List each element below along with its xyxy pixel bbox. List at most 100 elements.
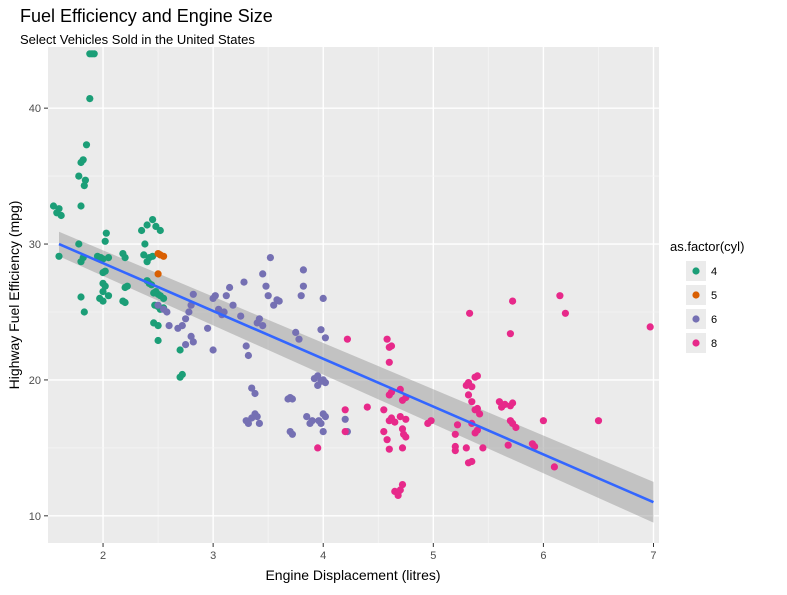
data-point-cyl-6	[299, 266, 307, 274]
trend-line	[58, 242, 655, 504]
data-point-cyl-6	[255, 315, 263, 323]
data-point-cyl-5	[160, 252, 168, 260]
data-point-cyl-6	[299, 282, 307, 290]
data-point-cyl-8	[402, 415, 410, 423]
data-point-cyl-4	[99, 279, 107, 287]
data-point-cyl-8	[398, 444, 407, 452]
data-point-cyl-4	[77, 293, 85, 301]
y-tick-label: 30	[29, 239, 41, 251]
data-point-cyl-6	[288, 430, 296, 438]
data-point-cyl-4	[86, 95, 94, 103]
y-tick-label: 10	[29, 511, 41, 523]
legend-marker-8	[692, 339, 700, 347]
x-tick-label: 3	[210, 550, 216, 562]
data-point-cyl-6	[266, 254, 274, 262]
data-point-cyl-4	[176, 346, 184, 354]
data-point-cyl-6	[321, 379, 329, 387]
data-point-cyl-6	[253, 413, 261, 421]
data-point-cyl-6	[178, 322, 186, 330]
data-point-cyl-4	[90, 50, 98, 58]
data-point-cyl-4	[138, 226, 146, 235]
data-point-cyl-4	[82, 141, 91, 149]
data-point-cyl-6	[182, 341, 190, 349]
data-point-cyl-4	[121, 254, 129, 262]
data-point-cyl-6	[259, 322, 267, 330]
data-point-cyl-6	[297, 292, 305, 300]
y-axis-label: Highway Fuel Efficiency (mpg)	[6, 201, 22, 390]
data-point-cyl-6	[270, 301, 278, 309]
chart-title: Fuel Efficiency and Engine Size	[20, 6, 273, 26]
legend-label-5: 5	[711, 290, 717, 302]
data-point-cyl-6	[189, 290, 197, 298]
legend-marker-5	[692, 291, 700, 299]
data-point-cyl-8	[400, 430, 408, 438]
data-point-cyl-8	[468, 383, 476, 391]
legend-label-6: 6	[711, 314, 717, 326]
data-point-cyl-6	[229, 301, 237, 309]
data-point-cyl-4	[102, 229, 110, 237]
data-point-cyl-8	[473, 372, 481, 380]
data-point-cyl-4	[55, 252, 63, 260]
data-point-cyl-4	[149, 216, 157, 224]
data-point-cyl-4	[99, 288, 107, 296]
data-point-cyl-8	[473, 404, 481, 413]
data-point-cyl-6	[165, 322, 173, 330]
data-point-cyl-4	[49, 202, 58, 210]
data-point-cyl-6	[317, 326, 325, 334]
data-point-cyl-4	[75, 172, 83, 180]
legend-marker-6	[692, 315, 700, 323]
data-point-cyl-8	[427, 417, 435, 425]
data-point-cyl-8	[398, 481, 407, 489]
data-point-cyl-6	[189, 338, 197, 346]
data-point-cyl-8	[594, 417, 603, 425]
data-point-cyl-4	[178, 370, 186, 379]
data-point-cyl-8	[451, 430, 459, 438]
data-point-cyl-4	[80, 182, 88, 190]
data-point-cyl-8	[466, 309, 474, 317]
data-point-cyl-8	[473, 426, 481, 434]
x-axis: 2 3 4 5 6 7	[100, 543, 657, 562]
data-point-cyl-4	[101, 237, 109, 245]
data-point-cyl-4	[101, 267, 109, 275]
confidence-band	[59, 231, 654, 523]
data-point-cyl-6	[317, 419, 325, 427]
data-point-cyl-4	[156, 226, 164, 235]
x-tick-label: 6	[540, 550, 546, 562]
data-point-cyl-8	[464, 391, 473, 399]
data-point-cyl-6	[209, 346, 217, 354]
chart-subtitle: Select Vehicles Sold in the United State…	[20, 32, 255, 47]
data-point-cyl-8	[512, 423, 520, 432]
data-point-cyl-6	[303, 413, 311, 421]
data-point-cyl-8	[561, 309, 570, 317]
data-point-cyl-8	[396, 413, 404, 421]
data-point-cyl-6	[251, 389, 259, 398]
data-point-cyl-8	[383, 335, 391, 343]
data-point-cyl-6	[275, 297, 283, 305]
data-point-cyl-4	[149, 252, 157, 260]
data-point-cyl-6	[319, 294, 327, 302]
y-tick-label: 20	[29, 375, 41, 387]
data-point-cyl-8	[451, 447, 459, 455]
legend-items: 4 5 6 8	[686, 261, 717, 353]
data-point-cyl-8	[508, 297, 517, 305]
data-point-cyl-6	[154, 301, 162, 309]
data-point-cyl-6	[341, 415, 349, 423]
data-point-cyl-4	[154, 336, 162, 345]
data-point-cyl-6	[242, 342, 250, 350]
data-point-cyl-6	[226, 283, 234, 292]
data-point-cyl-4	[75, 240, 83, 248]
legend-marker-4	[692, 267, 700, 275]
data-point-cyl-4	[55, 205, 63, 213]
data-point-cyl-4	[121, 298, 129, 307]
data-point-cyl-6	[187, 332, 195, 340]
data-point-cyl-8	[385, 358, 393, 366]
data-point-cyl-6	[314, 372, 322, 380]
data-point-cyl-8	[646, 323, 654, 331]
data-point-cyl-6	[163, 308, 171, 316]
data-point-cyl-8	[385, 445, 393, 453]
data-point-cyl-4	[104, 254, 113, 262]
data-point-cyl-6	[211, 292, 219, 300]
data-point-cyl-8	[531, 442, 539, 451]
data-point-cyl-6	[259, 270, 267, 278]
data-point-cyl-4	[141, 240, 149, 248]
